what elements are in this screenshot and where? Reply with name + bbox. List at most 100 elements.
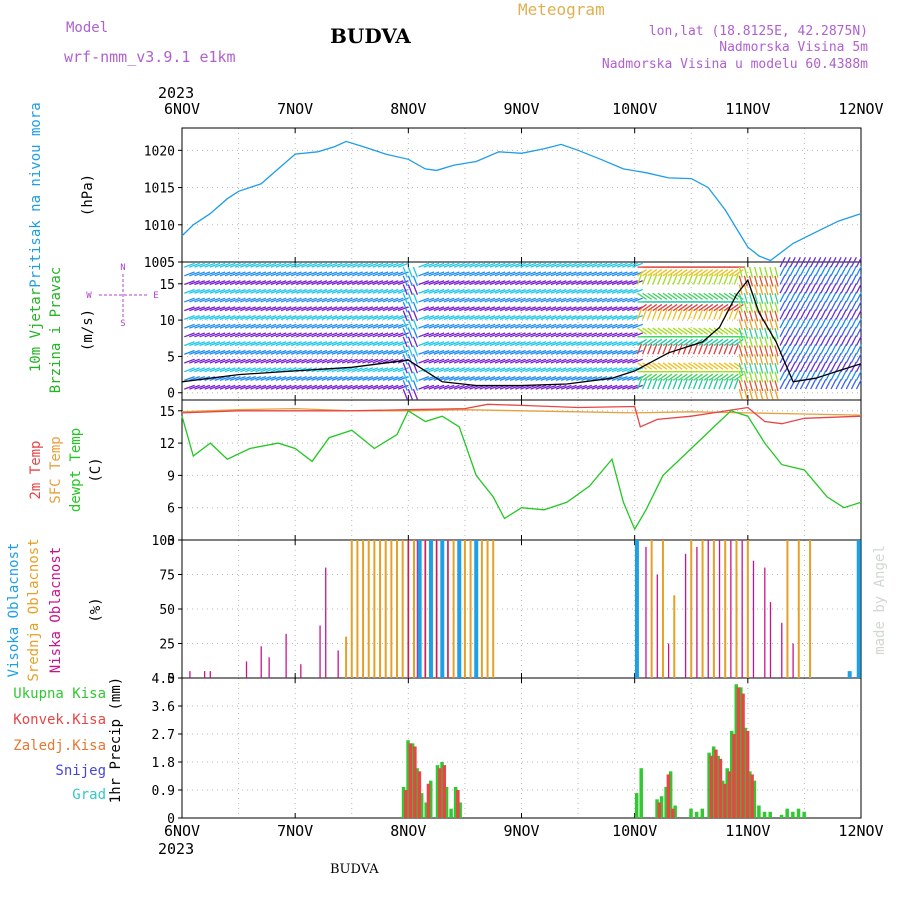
wind-arrow bbox=[219, 297, 231, 303]
wind-arrow bbox=[789, 265, 796, 277]
wind-arrow bbox=[392, 323, 404, 329]
wind-arrow bbox=[479, 280, 491, 286]
wind-arrow bbox=[738, 345, 743, 357]
wind-arrow bbox=[581, 384, 593, 390]
wind-arrow bbox=[576, 314, 587, 320]
wind-arrow bbox=[464, 262, 475, 268]
wind-arrow bbox=[845, 274, 852, 285]
wind-arrow bbox=[820, 256, 827, 268]
wind-speed-line bbox=[181, 278, 862, 387]
wind-arrow bbox=[530, 306, 542, 312]
wind-arrow bbox=[494, 306, 506, 312]
wind-arrow bbox=[647, 362, 658, 370]
wind-arrow bbox=[347, 271, 358, 277]
wind-arrow bbox=[799, 352, 807, 364]
y-tick-label: 4.5 bbox=[152, 672, 175, 687]
wind-arrow bbox=[499, 358, 511, 364]
wind-arrow bbox=[326, 297, 338, 303]
wind-arrow bbox=[438, 288, 450, 294]
wind-arrow bbox=[204, 349, 216, 355]
precip-bar bbox=[668, 771, 673, 818]
wind-arrow bbox=[759, 293, 764, 305]
wind-arrow bbox=[489, 349, 501, 355]
wind-arrow bbox=[367, 349, 379, 355]
wind-arrow bbox=[234, 341, 246, 347]
wind-arrow bbox=[270, 297, 282, 303]
wind-arrow bbox=[738, 275, 743, 287]
wind-arrow bbox=[362, 349, 374, 355]
wind-arrow bbox=[250, 332, 262, 338]
wind-arrow bbox=[464, 376, 475, 382]
wind-arrow bbox=[627, 341, 638, 347]
wind-arrow bbox=[296, 262, 307, 268]
wind-arrow bbox=[336, 367, 348, 373]
wind-arrow bbox=[250, 297, 262, 303]
wind-arrow bbox=[489, 332, 501, 338]
precip-bar bbox=[785, 808, 789, 818]
wind-arrow bbox=[637, 362, 647, 370]
precip-bar bbox=[449, 808, 453, 818]
precip-bar bbox=[440, 762, 444, 818]
wind-arrow bbox=[611, 314, 623, 320]
wind-arrow bbox=[479, 271, 491, 277]
wind-arrow bbox=[509, 306, 521, 312]
precip-bar bbox=[453, 786, 458, 818]
wind-arrow bbox=[428, 384, 440, 390]
wind-arrow bbox=[601, 297, 613, 303]
wind-arrow bbox=[794, 361, 801, 372]
wind-arrow bbox=[209, 341, 221, 347]
wind-arrow bbox=[748, 345, 754, 357]
wind-arrow bbox=[290, 323, 302, 329]
wind-arrow bbox=[290, 271, 302, 277]
wind-arrow bbox=[285, 341, 297, 347]
wind-arrow bbox=[779, 335, 786, 346]
wind-arrow bbox=[194, 314, 206, 320]
precip-bar bbox=[714, 749, 718, 818]
wind-arrow bbox=[698, 378, 704, 390]
wind-arrow bbox=[438, 271, 450, 277]
wind-arrow bbox=[280, 262, 292, 268]
wind-arrow bbox=[316, 297, 328, 303]
wind-arrow bbox=[825, 335, 832, 346]
wind-arrow bbox=[443, 367, 455, 373]
wind-arrow bbox=[469, 349, 480, 355]
wind-arrow bbox=[392, 262, 404, 268]
wind-arrow bbox=[530, 280, 542, 286]
wind-arrow bbox=[576, 384, 587, 390]
wind-arrow bbox=[794, 309, 801, 320]
wind-arrow bbox=[840, 283, 847, 294]
wind-arrow bbox=[387, 341, 399, 347]
wind-arrow bbox=[290, 349, 302, 355]
wind-arrow bbox=[586, 314, 598, 320]
wind-arrow bbox=[535, 323, 547, 329]
precip-bar bbox=[727, 771, 732, 818]
wind-arrow bbox=[265, 384, 277, 390]
wind-arrow bbox=[738, 388, 743, 400]
wind-arrow bbox=[530, 367, 542, 373]
wind-arrow bbox=[204, 271, 216, 277]
wind-arrow bbox=[219, 314, 231, 320]
wind-arrow bbox=[204, 367, 216, 373]
wind-arrow bbox=[753, 310, 759, 322]
wind-arrow bbox=[815, 256, 822, 268]
wind-arrow bbox=[632, 358, 643, 364]
wind-arrow bbox=[489, 288, 501, 294]
wind-arrow bbox=[728, 362, 739, 370]
wind-arrow bbox=[306, 358, 318, 364]
wind-arrow bbox=[545, 306, 557, 312]
wind-arrow bbox=[296, 306, 307, 312]
wind-arrow bbox=[845, 379, 852, 390]
wind-arrow bbox=[469, 332, 480, 338]
wind-arrow bbox=[214, 358, 226, 364]
wind-arrow bbox=[743, 319, 749, 331]
wind-arrow bbox=[362, 323, 374, 329]
wind-arrow bbox=[799, 265, 807, 277]
wind-arrow bbox=[306, 376, 318, 382]
wind-arrow bbox=[606, 306, 618, 312]
wind-arrow bbox=[591, 367, 603, 373]
wind-arrow bbox=[708, 373, 719, 381]
wind-arrow bbox=[794, 291, 801, 303]
wind-arrow bbox=[540, 349, 552, 355]
wind-arrow bbox=[621, 306, 633, 312]
wind-arrow bbox=[738, 362, 743, 374]
